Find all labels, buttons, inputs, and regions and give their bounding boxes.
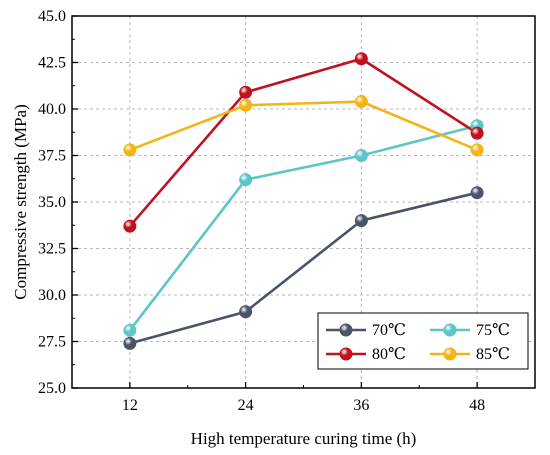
legend-label-70: 70℃	[372, 322, 406, 339]
legend-marker-85	[443, 347, 457, 361]
data-point-70	[354, 214, 368, 228]
data-point-85	[470, 143, 484, 157]
legend-marker-75	[443, 323, 457, 337]
legend-marker-70	[339, 323, 353, 337]
legend-marker-80	[339, 347, 353, 361]
legend-box	[317, 312, 529, 370]
y-tick-label: 30.0	[38, 287, 66, 304]
series-line-80	[128, 57, 478, 228]
data-point-85	[123, 143, 137, 157]
y-tick-label: 32.5	[38, 241, 66, 258]
data-point-75	[354, 149, 368, 162]
axes: 25.0 27.5 30.0 32.5 35.0 37.5 40.0 42.5 45.0 12 24…	[38, 8, 536, 414]
series-lines	[128, 57, 478, 345]
series-line-75	[128, 124, 478, 332]
series-points	[123, 52, 484, 350]
y-tick-label: 25.0	[38, 380, 66, 397]
y-tick-label: 27.5	[38, 334, 66, 351]
x-tick-label: 12	[122, 397, 138, 414]
data-point-80	[354, 52, 368, 66]
x-tick-label: 48	[469, 397, 485, 414]
data-point-80	[123, 219, 137, 233]
y-axis-label: Compressive strength (MPa)	[11, 104, 30, 299]
y-tick-label: 45.0	[38, 8, 66, 25]
data-point-75	[239, 173, 253, 187]
data-point-70	[470, 186, 484, 200]
x-tick-label: 36	[353, 397, 369, 414]
y-tick-label: 35.0	[38, 194, 66, 211]
data-point-75	[123, 323, 137, 337]
y-tick-label: 37.5	[38, 148, 66, 165]
x-axis-label: High temperature curing time (h)	[191, 429, 417, 448]
legend: 70℃ 75℃ 80℃ 85℃	[317, 312, 529, 370]
data-point-70	[123, 336, 137, 350]
series-line-85	[129, 100, 478, 152]
y-tick-label: 40.0	[38, 101, 66, 118]
data-point-80	[470, 126, 484, 140]
legend-label-85: 85℃	[476, 346, 510, 363]
series-line-70	[129, 191, 478, 345]
legend-label-80: 80℃	[372, 346, 406, 363]
legend-label-75: 75℃	[476, 322, 510, 339]
y-tick-label: 42.5	[38, 55, 66, 72]
x-tick-label: 24	[238, 397, 254, 414]
data-point-70	[239, 305, 253, 319]
data-point-80	[239, 85, 253, 99]
data-point-85	[354, 95, 368, 109]
data-point-85	[239, 98, 253, 112]
